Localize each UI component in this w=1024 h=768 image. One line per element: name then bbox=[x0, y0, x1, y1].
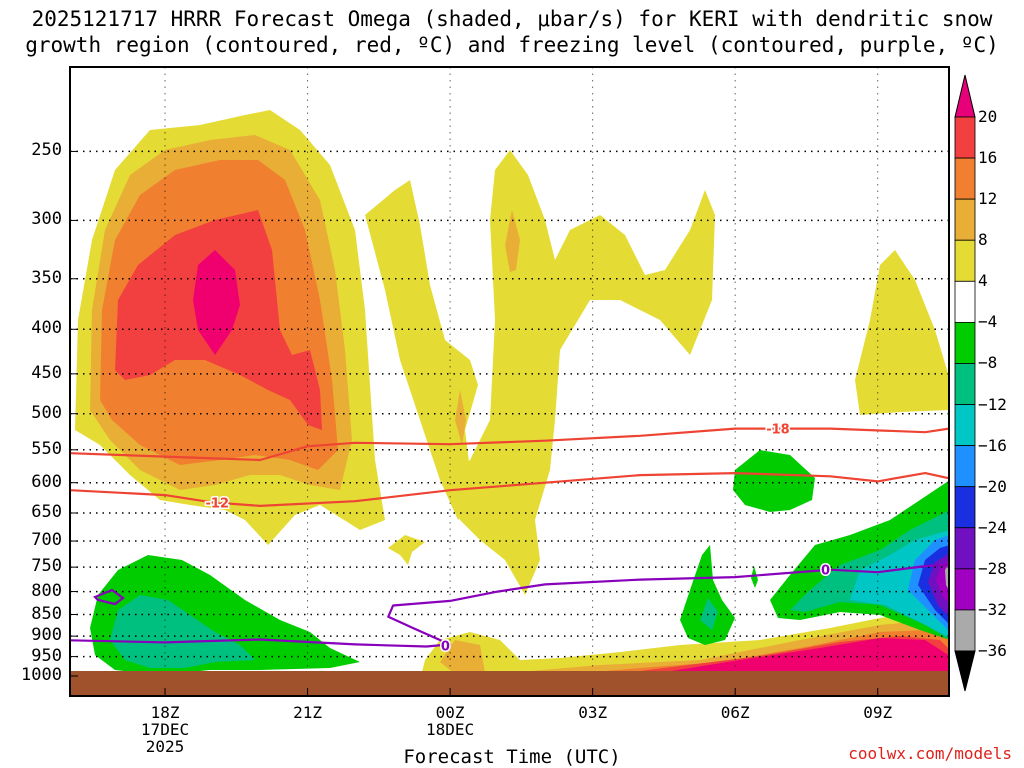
colorbar-level-label: 8 bbox=[978, 230, 988, 250]
omega-region-4 bbox=[388, 535, 425, 565]
colorbar-level-label: −20 bbox=[978, 476, 1007, 496]
omega-region-8 bbox=[440, 640, 485, 678]
colorbar-segment bbox=[954, 116, 976, 159]
chart-title: 2025121717 HRRR Forecast Omega (shaded, … bbox=[0, 6, 1024, 58]
colorbar-segment bbox=[954, 321, 976, 364]
contour-label: 0 bbox=[441, 639, 450, 654]
y-tick-label: 550 bbox=[31, 438, 62, 459]
y-tick-label: 400 bbox=[31, 318, 62, 339]
colorbar-segment bbox=[954, 157, 976, 200]
colorbar-level-label: −12 bbox=[978, 394, 1007, 414]
title-line-1: 2025121717 HRRR Forecast Omega (shaded, … bbox=[31, 7, 993, 31]
colorbar-segment bbox=[954, 486, 976, 529]
plot-frame bbox=[69, 66, 950, 697]
freezing-loop bbox=[93, 588, 125, 606]
x-tick-label: 00Z 18DEC bbox=[400, 704, 500, 738]
x-tick-label-line: 03Z bbox=[578, 703, 608, 722]
y-tick-label: 450 bbox=[31, 362, 62, 383]
omega-region-neg8 bbox=[700, 598, 718, 630]
y-tick-label: 850 bbox=[31, 603, 62, 624]
axis-tick-marks bbox=[70, 150, 879, 696]
y-tick-label: 900 bbox=[31, 625, 62, 646]
omega-region-20 bbox=[193, 250, 240, 355]
y-tick-label: 250 bbox=[31, 140, 62, 161]
colorbar-level-label: 12 bbox=[978, 189, 998, 209]
colorbar-segment bbox=[954, 527, 976, 570]
y-tick-label: 650 bbox=[31, 501, 62, 522]
omega-region-8 bbox=[455, 390, 466, 445]
x-tick-label-line: 21Z bbox=[293, 703, 323, 722]
contour-label: -18 bbox=[766, 423, 790, 438]
colorbar-level-label: −24 bbox=[978, 517, 1007, 537]
colorbar-level-label: −8 bbox=[978, 353, 998, 373]
x-tick-label-line: 09Z bbox=[863, 703, 893, 722]
colorbar-level-label: −32 bbox=[978, 599, 1007, 619]
colorbar bbox=[954, 74, 976, 692]
x-tick-label: 18Z 17DEC 2025 bbox=[115, 704, 215, 755]
x-tick-label: 06Z bbox=[685, 704, 785, 721]
colorbar-level-label: 16 bbox=[978, 148, 998, 168]
colorbar-bottom-extension bbox=[954, 650, 976, 692]
contour-layer: -18 -12 0 0 bbox=[70, 421, 949, 656]
contour-line bbox=[70, 472, 949, 507]
x-tick-label-line: 00Z bbox=[435, 703, 465, 722]
y-tick-label: 600 bbox=[31, 471, 62, 492]
omega-region-20 bbox=[660, 638, 949, 680]
colorbar-level-label: −28 bbox=[978, 558, 1007, 578]
colorbar-level-label: −36 bbox=[978, 641, 1007, 660]
colorbar-segment bbox=[954, 198, 976, 241]
omega-region-neg4 bbox=[751, 566, 758, 588]
x-tick-label: 09Z bbox=[828, 704, 928, 721]
x-tick-label-line: 2025 bbox=[145, 737, 185, 756]
colorbar-level-label: −16 bbox=[978, 435, 1007, 455]
y-tick-label: 700 bbox=[31, 530, 62, 551]
ground-surface bbox=[70, 671, 949, 696]
x-tick-label-line: 18Z bbox=[150, 703, 180, 722]
y-tick-label: 950 bbox=[31, 645, 62, 666]
contour-label: -12 bbox=[206, 496, 230, 511]
y-tick-label: 350 bbox=[31, 267, 62, 288]
colorbar-segment bbox=[954, 280, 976, 323]
contour-line bbox=[70, 427, 949, 462]
x-tick-label-line: 06Z bbox=[720, 703, 750, 722]
omega-region-4 bbox=[855, 250, 949, 415]
y-tick-label: 500 bbox=[31, 402, 62, 423]
colorbar-segment bbox=[954, 568, 976, 611]
colorbar-level-label: −4 bbox=[978, 312, 998, 332]
colorbar-segment bbox=[954, 404, 976, 447]
x-tick-label: 21Z bbox=[258, 704, 358, 721]
omega-region-neg4 bbox=[733, 450, 815, 512]
omega-region-neg4 bbox=[680, 545, 735, 645]
omega-region-8 bbox=[505, 210, 520, 272]
title-line-2: growth region (contoured, red, ºC) and f… bbox=[25, 33, 999, 57]
credit-link[interactable]: coolwx.com/models bbox=[848, 744, 1012, 763]
time-gridlines bbox=[164, 67, 879, 696]
contour-label: 0 bbox=[821, 564, 830, 579]
colorbar-segment bbox=[954, 609, 976, 652]
y-tick-label: 750 bbox=[31, 556, 62, 577]
y-tick-label: 1000 bbox=[21, 665, 62, 685]
omega-region-4 bbox=[445, 150, 715, 595]
x-tick-label-line: 17DEC bbox=[140, 720, 190, 739]
colorbar-segment bbox=[954, 239, 976, 282]
y-tick-label: 300 bbox=[31, 209, 62, 230]
colorbar-level-label: 20 bbox=[978, 107, 998, 126]
colorbar-segment bbox=[954, 363, 976, 405]
colorbar-top-extension bbox=[954, 74, 976, 118]
x-tick-label-line: 18DEC bbox=[426, 720, 475, 739]
omega-region-4 bbox=[365, 180, 478, 520]
omega-region-neg8 bbox=[110, 595, 255, 668]
x-axis-title: Forecast Time (UTC) bbox=[403, 746, 621, 768]
y-tick-label: 800 bbox=[31, 580, 62, 601]
x-tick-label: 03Z bbox=[543, 704, 643, 721]
contour-line bbox=[70, 563, 949, 648]
colorbar-level-label: 4 bbox=[978, 271, 988, 291]
colorbar-segment bbox=[954, 445, 976, 488]
